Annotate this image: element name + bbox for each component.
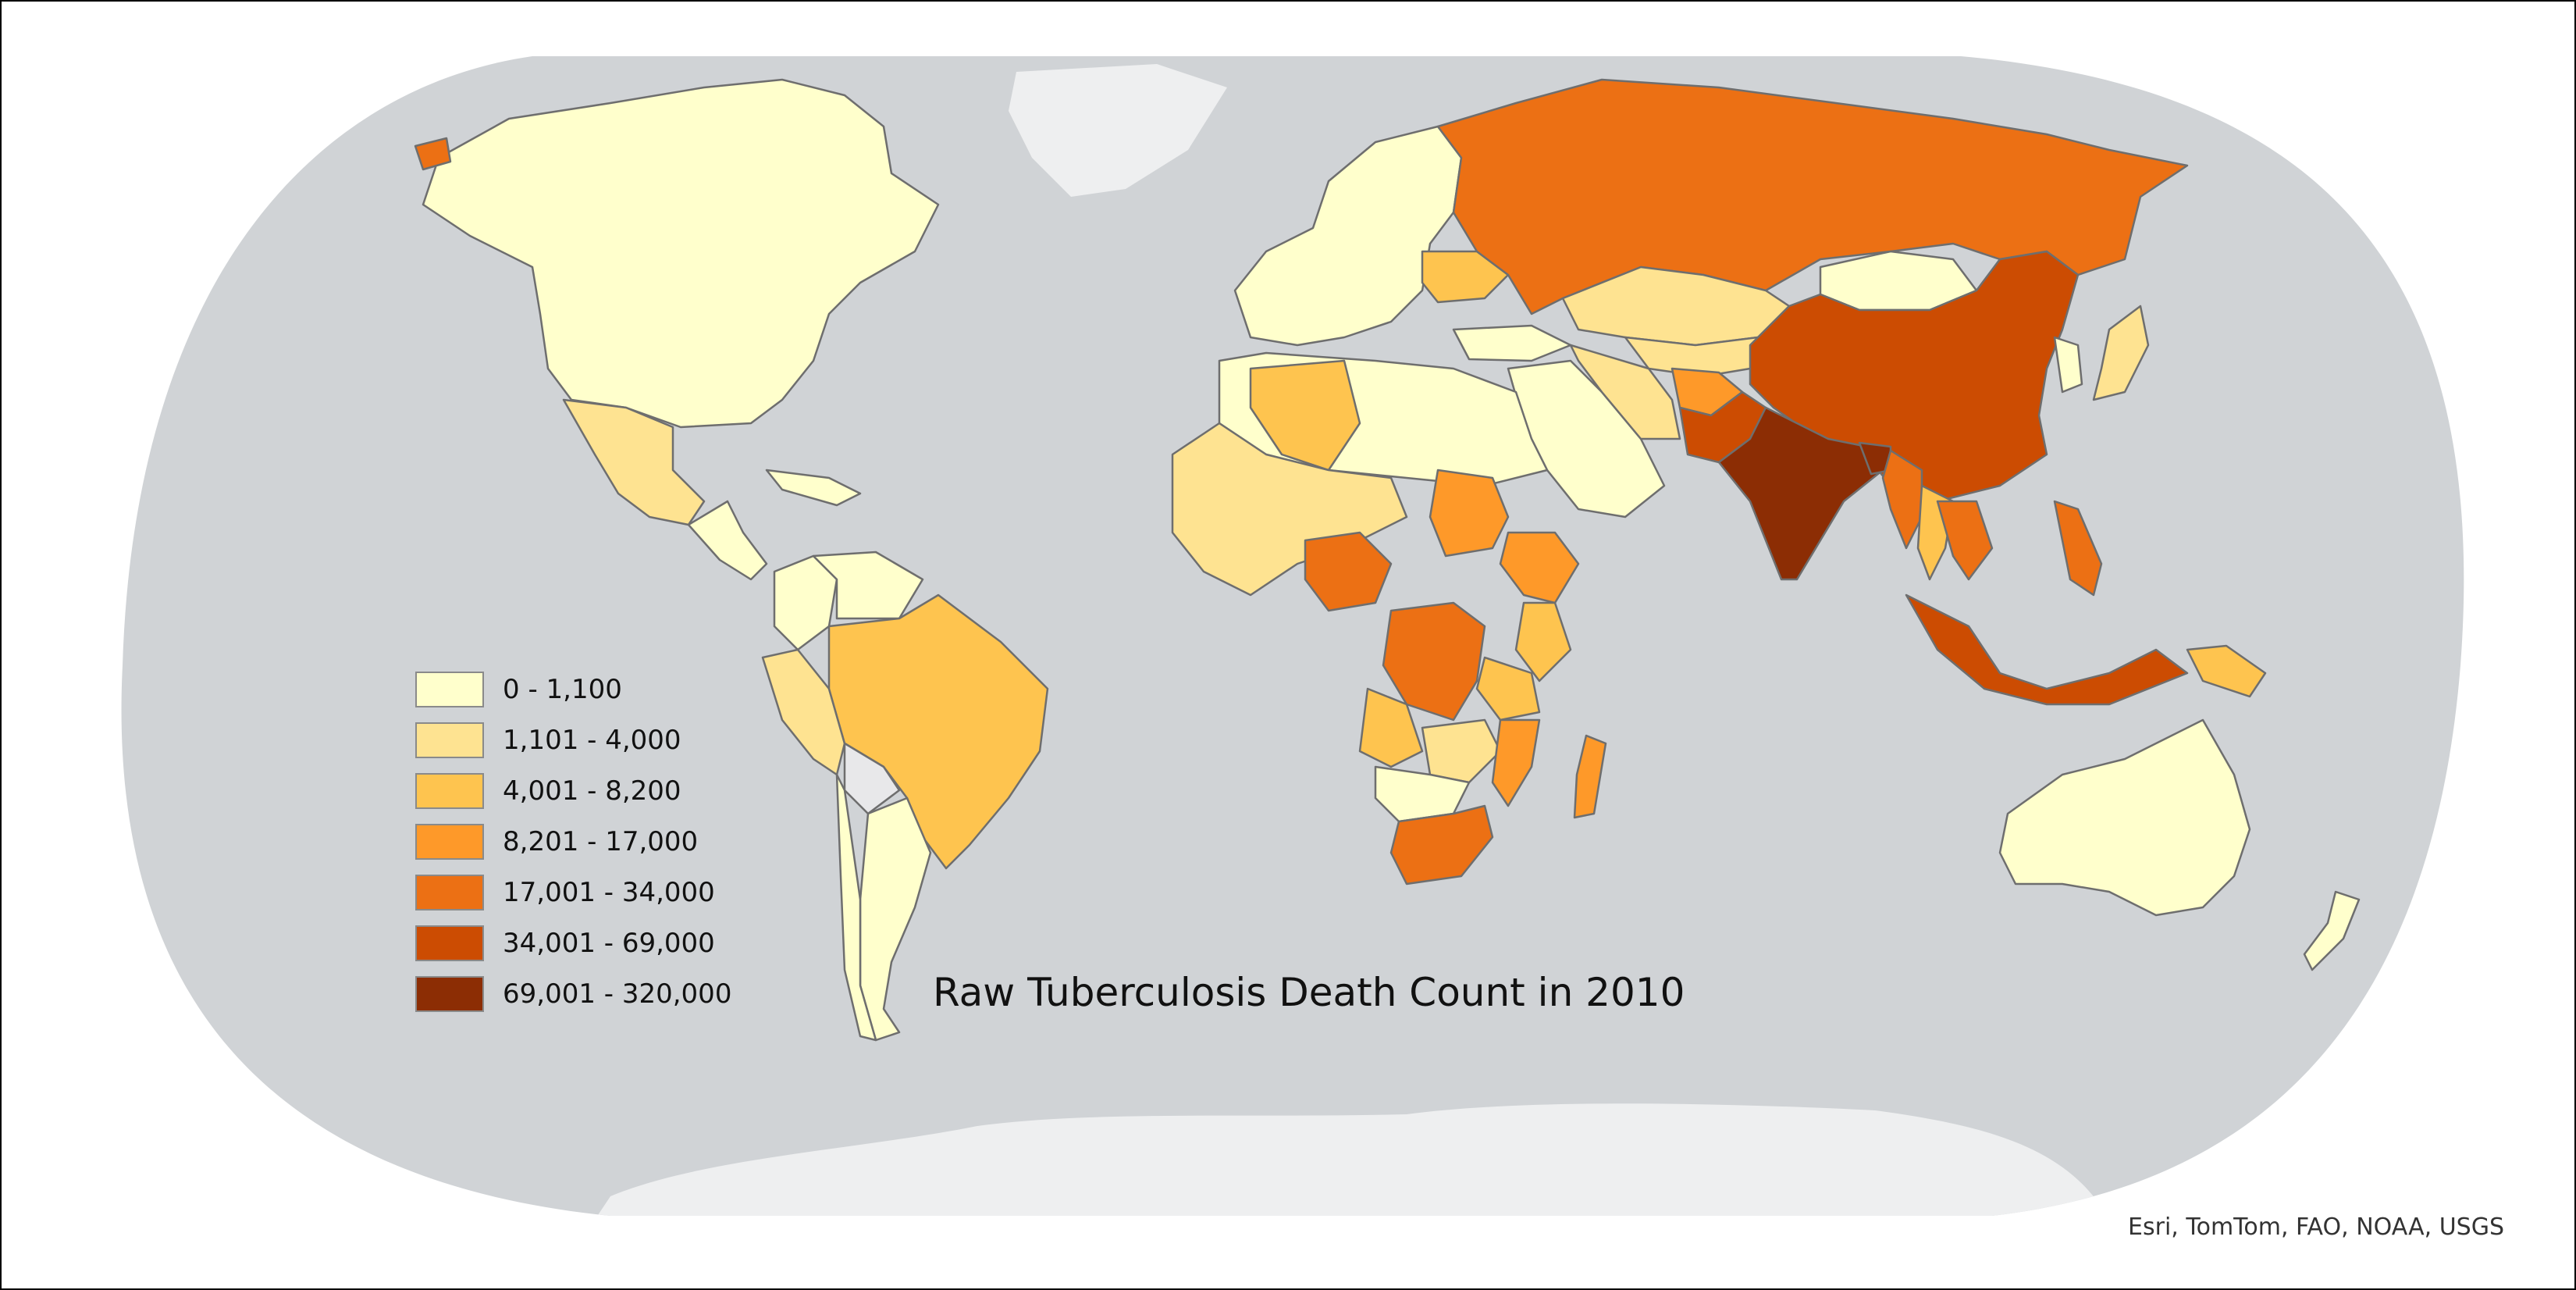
region-greenland[interactable] <box>1009 64 1227 197</box>
legend-item: 8,201 - 17,000 <box>415 816 731 867</box>
region-vietnam[interactable] <box>1936 500 1994 581</box>
legend-label: 8,201 - 17,000 <box>503 825 699 857</box>
legend-label: 1,101 - 4,000 <box>503 724 681 756</box>
attribution-credit: Esri, TomTom, FAO, NOAA, USGS <box>2128 1213 2504 1241</box>
region-angola[interactable] <box>1358 687 1424 768</box>
legend-swatch <box>415 671 484 707</box>
legend: 0 - 1,100 1,101 - 4,000 4,001 - 8,200 8,201… <box>415 664 731 1019</box>
region-alaska-tip[interactable] <box>414 137 452 171</box>
legend-item: 1,101 - 4,000 <box>415 714 731 765</box>
region-kenya[interactable] <box>1514 601 1572 682</box>
region-indonesia[interactable] <box>1905 593 2189 706</box>
legend-label: 34,001 - 69,000 <box>503 927 715 959</box>
legend-swatch <box>415 722 484 758</box>
region-sudan[interactable] <box>1429 469 1510 558</box>
map-title: Raw Tuberculosis Death Count in 2010 <box>933 970 1685 1015</box>
region-madagascar[interactable] <box>1573 734 1607 819</box>
legend-label: 69,001 - 320,000 <box>503 978 732 1010</box>
region-mozambique[interactable] <box>1491 718 1541 807</box>
legend-swatch <box>415 975 484 1012</box>
legend-item: 69,001 - 320,000 <box>415 968 731 1019</box>
legend-item: 0 - 1,100 <box>415 664 731 714</box>
region-tanzania[interactable] <box>1475 656 1541 722</box>
region-south-africa[interactable] <box>1389 804 1494 886</box>
legend-label: 4,001 - 8,200 <box>503 775 681 807</box>
region-iran[interactable] <box>1569 344 1681 440</box>
region-turkey[interactable] <box>1452 324 1572 362</box>
region-west-africa[interactable] <box>1171 422 1408 597</box>
region-peru[interactable] <box>761 648 846 776</box>
region-nigeria[interactable] <box>1304 531 1393 612</box>
legend-swatch <box>415 874 484 910</box>
region-new-zealand[interactable] <box>2303 890 2361 971</box>
region-philippines[interactable] <box>2053 500 2103 597</box>
region-australia[interactable] <box>1998 718 2251 917</box>
region-north-america[interactable] <box>422 78 940 429</box>
legend-item: 4,001 - 8,200 <box>415 765 731 816</box>
legend-label: 17,001 - 34,000 <box>503 876 715 908</box>
region-caribbean[interactable] <box>765 469 862 507</box>
region-myanmar[interactable] <box>1881 449 1923 550</box>
region-zambia-zimbabwe[interactable] <box>1421 718 1502 784</box>
region-japan[interactable] <box>2092 305 2150 401</box>
legend-swatch <box>415 925 484 961</box>
legend-swatch <box>415 772 484 809</box>
region-antarctica[interactable] <box>595 1103 2109 1220</box>
region-bolivia[interactable] <box>843 742 901 815</box>
legend-item: 34,001 - 69,000 <box>415 918 731 968</box>
legend-label: 0 - 1,100 <box>503 673 622 705</box>
region-papua-new-guinea[interactable] <box>2186 644 2267 698</box>
region-india[interactable] <box>1717 406 1884 581</box>
region-central-america[interactable] <box>687 500 768 581</box>
legend-swatch <box>415 823 484 860</box>
region-korea[interactable] <box>2053 336 2083 394</box>
region-mexico[interactable] <box>562 398 706 526</box>
region-dr-congo[interactable] <box>1382 601 1486 722</box>
legend-item: 17,001 - 34,000 <box>415 867 731 918</box>
region-chile[interactable] <box>835 773 877 1042</box>
